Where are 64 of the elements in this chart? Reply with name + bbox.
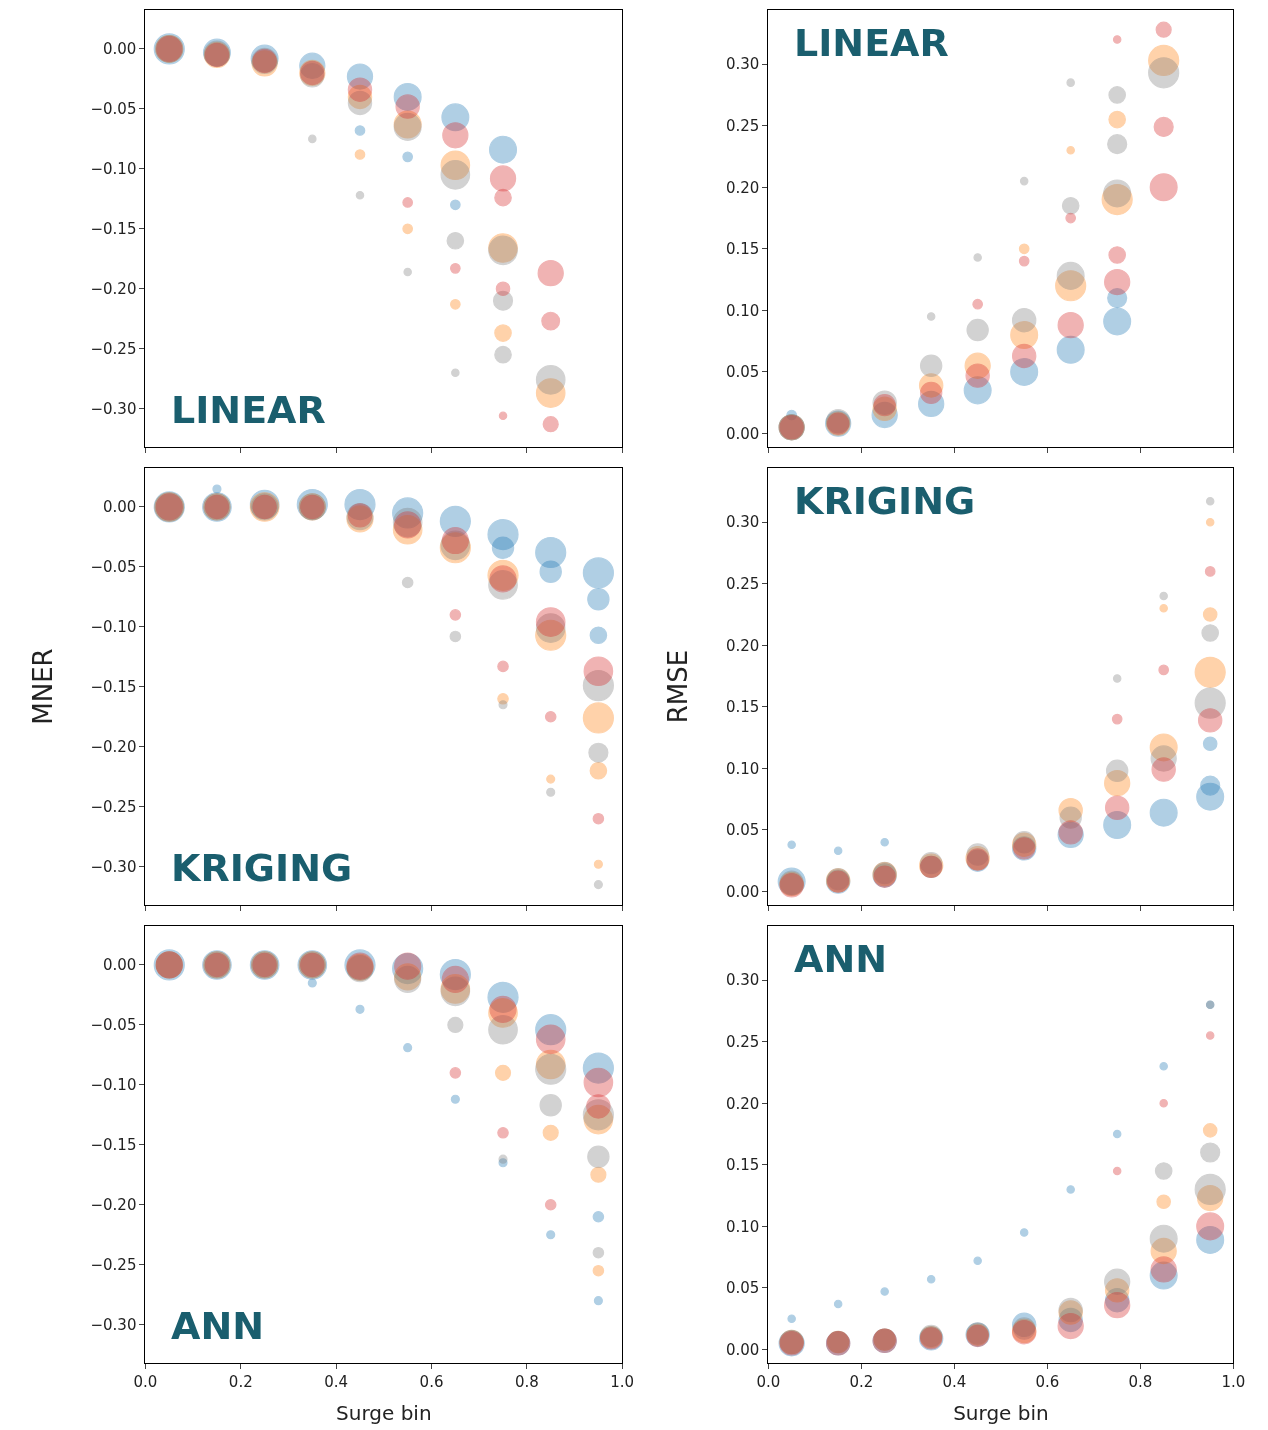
x-tick-label: 0.6 bbox=[419, 1373, 444, 1391]
y-tick-label: 0.20 bbox=[726, 636, 760, 655]
y-tick-label: 0.25 bbox=[726, 116, 760, 135]
y-tick-label: 0.15 bbox=[726, 698, 760, 717]
y-tick-label: −0.20 bbox=[90, 279, 137, 298]
x-tick-label: 0.2 bbox=[849, 1373, 874, 1391]
y-axis-title: MNER bbox=[27, 648, 58, 725]
y-tick-label: −0.25 bbox=[90, 339, 137, 358]
x-tick-label: 0.8 bbox=[1128, 1373, 1153, 1391]
y-tick-label: −0.05 bbox=[90, 1016, 137, 1035]
x-tick-label: 0.0 bbox=[756, 1373, 781, 1391]
y-tick-label: 0.20 bbox=[726, 178, 760, 197]
x-tick-label: 0.4 bbox=[942, 1373, 967, 1391]
y-tick-label: 0.05 bbox=[726, 1279, 760, 1298]
y-tick-label: −0.15 bbox=[90, 220, 137, 239]
y-tick-label: 0.00 bbox=[103, 498, 137, 517]
y-tick-label: 0.00 bbox=[726, 424, 760, 443]
y-tick-label: −0.30 bbox=[90, 1315, 137, 1334]
y-axis-title: RMSE bbox=[663, 649, 694, 724]
x-tick-label: 0.2 bbox=[228, 1373, 253, 1391]
y-tick-label: 0.15 bbox=[726, 240, 760, 259]
y-tick-label: −0.30 bbox=[90, 857, 137, 876]
x-axis-title: Surge bin bbox=[336, 1400, 432, 1425]
annotation: ANN bbox=[171, 1304, 265, 1348]
annotation: LINEAR bbox=[171, 388, 326, 432]
y-tick-label: 0.10 bbox=[726, 301, 760, 320]
x-tick-label: 1.0 bbox=[610, 1373, 635, 1391]
y-tick-label: −0.10 bbox=[90, 160, 137, 179]
y-tick-label: 0.30 bbox=[726, 971, 760, 990]
x-tick-label: 0.0 bbox=[133, 1373, 158, 1391]
y-tick-label: −0.15 bbox=[90, 678, 137, 697]
y-tick-label: −0.30 bbox=[90, 399, 137, 418]
x-tick-label: 0.4 bbox=[324, 1373, 349, 1391]
y-tick-label: −0.05 bbox=[90, 100, 137, 119]
y-tick-label: 0.00 bbox=[103, 40, 137, 59]
y-tick-label: 0.20 bbox=[726, 1094, 760, 1113]
x-axis-title: Surge bin bbox=[953, 1400, 1049, 1425]
y-tick-label: 0.15 bbox=[726, 1156, 760, 1175]
annotation: KRIGING bbox=[794, 479, 976, 523]
y-tick-label: 0.00 bbox=[103, 956, 137, 975]
annotation: ANN bbox=[794, 937, 888, 981]
y-tick-label: 0.10 bbox=[726, 759, 760, 778]
annotation: LINEAR bbox=[794, 21, 949, 65]
y-tick-label: 0.10 bbox=[726, 1217, 760, 1236]
x-tick-label: 1.0 bbox=[1221, 1373, 1246, 1391]
x-tick-label: 0.8 bbox=[514, 1373, 539, 1391]
y-tick-label: 0.30 bbox=[726, 513, 760, 532]
y-tick-label: −0.20 bbox=[90, 737, 137, 756]
y-tick-label: −0.15 bbox=[90, 1136, 137, 1155]
y-tick-label: −0.10 bbox=[90, 618, 137, 637]
y-tick-label: 0.05 bbox=[726, 363, 760, 382]
y-tick-label: 0.00 bbox=[726, 1340, 760, 1359]
annotation: KRIGING bbox=[171, 846, 353, 890]
y-tick-label: 0.25 bbox=[726, 1032, 760, 1051]
y-tick-label: 0.30 bbox=[726, 55, 760, 74]
y-tick-label: 0.00 bbox=[726, 882, 760, 901]
x-tick-label: 0.6 bbox=[1035, 1373, 1060, 1391]
y-tick-label: 0.05 bbox=[726, 821, 760, 840]
y-tick-label: −0.25 bbox=[90, 797, 137, 816]
y-tick-label: −0.05 bbox=[90, 558, 137, 577]
y-tick-label: −0.20 bbox=[90, 1195, 137, 1214]
y-tick-label: 0.25 bbox=[726, 574, 760, 593]
y-tick-label: −0.10 bbox=[90, 1076, 137, 1095]
y-tick-label: −0.25 bbox=[90, 1255, 137, 1274]
